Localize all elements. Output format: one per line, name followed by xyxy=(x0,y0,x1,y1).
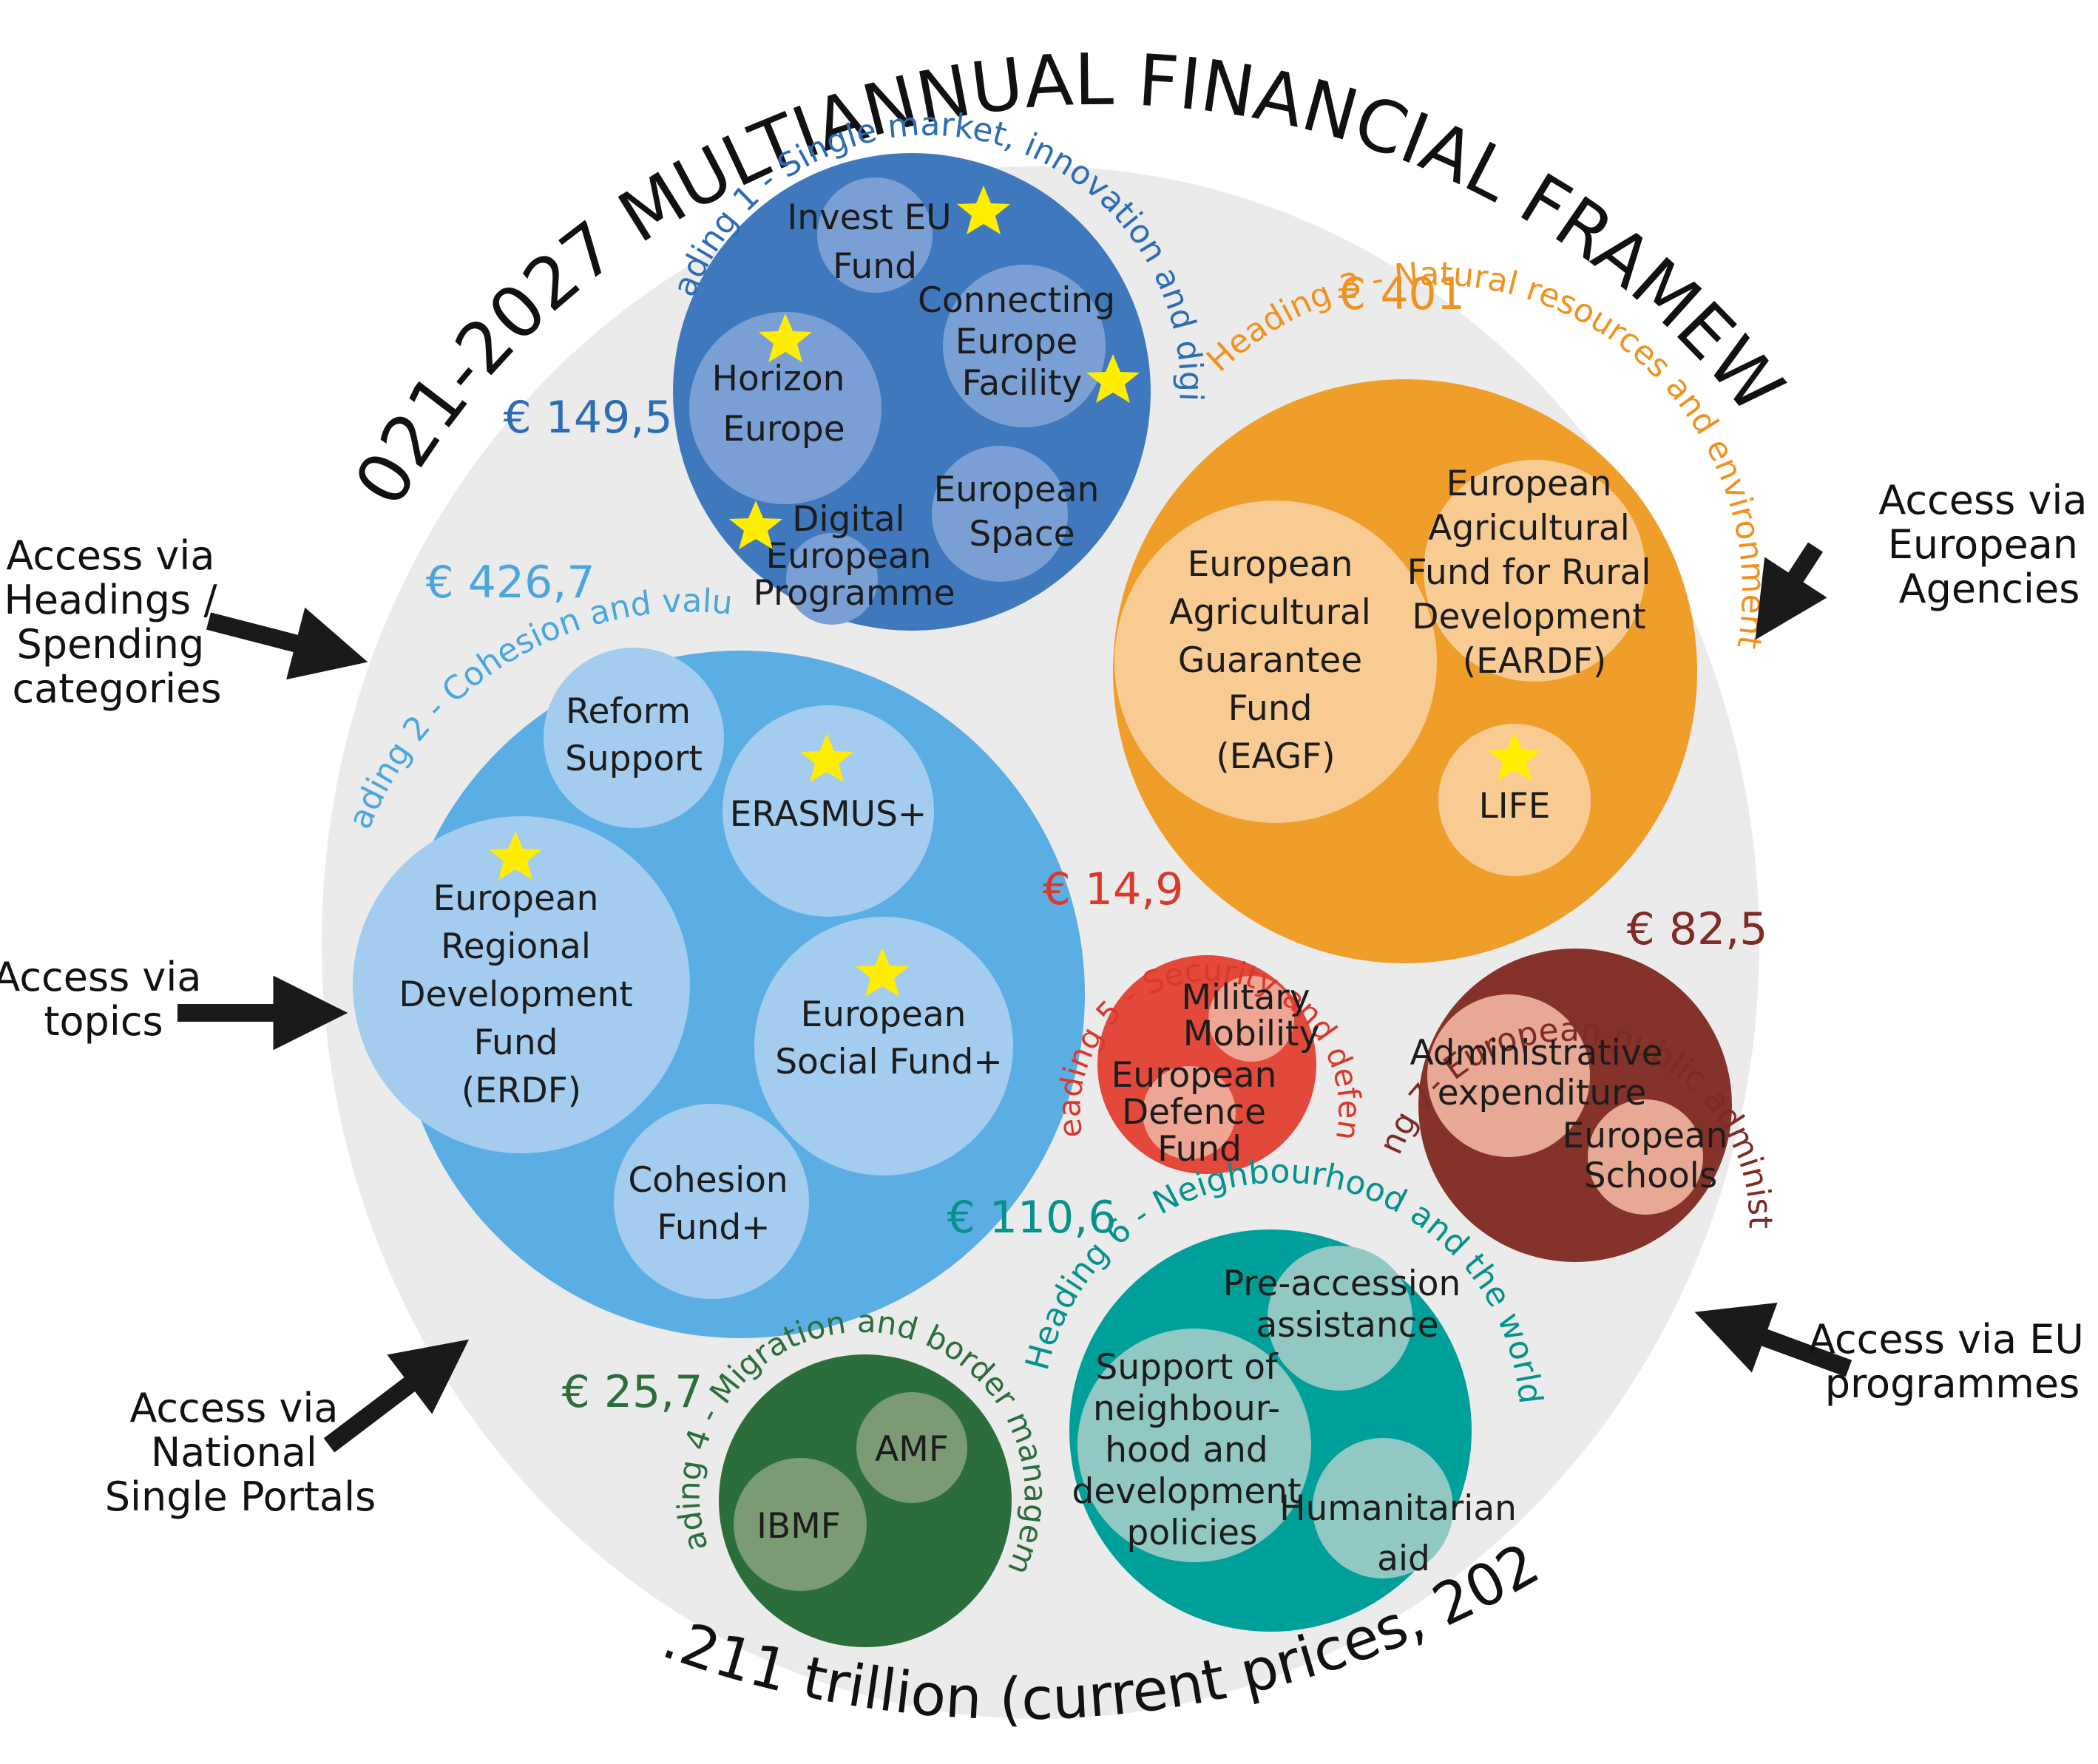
reform-support-label: Reform Support xyxy=(565,691,703,779)
heading-2-amount: € 426,7 xyxy=(425,557,595,608)
heading-4-amount: € 25,7 xyxy=(562,1366,703,1418)
cohesion-fund-circle xyxy=(614,1104,809,1299)
military-mobility-circle xyxy=(1208,976,1294,1062)
ibmf-circle xyxy=(734,1458,867,1591)
administrative-circle xyxy=(1427,994,1590,1157)
military-mobility-label: Military Mobility xyxy=(1181,977,1321,1054)
neighbourhood-circle xyxy=(1077,1329,1311,1562)
eardf-label: European Agricultural Fund for Rural Dev… xyxy=(1407,464,1662,682)
pre-accession-circle xyxy=(1268,1246,1412,1391)
heading-7-amount: € 82,5 xyxy=(1627,903,1768,955)
heading-6-amount: € 110,6 xyxy=(947,1192,1116,1244)
access-programmes-label: Access via EU programmes xyxy=(1808,1316,2097,1407)
horizon-circle xyxy=(689,312,882,504)
access-portals-label: Access via National Single Portals xyxy=(105,1385,376,1520)
eagf-circle xyxy=(1114,501,1437,823)
star-icon xyxy=(856,948,909,997)
european-schools-label: European Schools xyxy=(1563,1116,1739,1196)
invest-eu-label: Invest EU Fund xyxy=(787,197,962,287)
connecting-europe-circle xyxy=(943,265,1106,427)
heading-5-amount: € 14,9 xyxy=(1043,864,1184,915)
life-circle xyxy=(1438,724,1591,876)
european-space-label: European Space xyxy=(934,469,1111,554)
star-icon xyxy=(759,313,812,362)
star-icon xyxy=(957,186,1010,234)
european-space-circle xyxy=(932,446,1068,582)
erasmus-label: ERASMUS+ xyxy=(730,794,927,835)
heading-3-amount: € 401 xyxy=(1338,268,1465,320)
erasmus-circle xyxy=(723,705,934,917)
european-schools-circle xyxy=(1588,1099,1703,1215)
amf-circle xyxy=(856,1392,967,1503)
pre-accession-label: Pre-accession assistance xyxy=(1223,1263,1472,1346)
ibmf-label: IBMF xyxy=(757,1506,841,1547)
digital-programme-circle xyxy=(786,533,878,625)
arrow-agencies xyxy=(1755,542,1827,640)
arrow-programmes xyxy=(1694,1302,1852,1377)
access-arrows xyxy=(177,542,1852,1453)
defence-fund-circle xyxy=(1143,1066,1236,1159)
eardf-circle xyxy=(1424,460,1645,682)
eagf-label: European Agricultural Guarantee Fund (EA… xyxy=(1169,544,1381,777)
access-agencies-label: Access via European Agencies xyxy=(1878,477,2098,612)
horizon-label: Horizon Europe xyxy=(712,359,856,450)
star-icon xyxy=(1086,354,1140,403)
erdf-circle xyxy=(353,816,690,1153)
star-marks xyxy=(489,186,1541,997)
esf-label: European Social Fund+ xyxy=(775,994,1003,1082)
defence-fund-label: European Defence Fund xyxy=(1111,1055,1288,1170)
arrow-headings xyxy=(206,607,368,680)
cohesion-fund-label: Cohesion Fund+ xyxy=(628,1160,799,1248)
humanitarian-circle xyxy=(1313,1438,1453,1578)
access-topics-label: Access via topics xyxy=(0,954,214,1045)
star-icon xyxy=(1488,732,1541,781)
arrow-portals xyxy=(323,1339,470,1453)
star-icon xyxy=(800,733,853,782)
esf-circle xyxy=(754,917,1013,1176)
administrative-label: Administrative expenditure xyxy=(1410,1033,1674,1113)
erdf-label: European Regional Development Fund (ERDF… xyxy=(399,878,643,1111)
access-headings-label: Access via Headings / Spending categorie… xyxy=(4,532,229,712)
invest-eu-circle xyxy=(817,177,933,293)
star-icon xyxy=(489,831,542,880)
connecting-europe-label: Connecting Europe Facility xyxy=(918,280,1126,404)
amf-label: AMF xyxy=(875,1429,949,1470)
heading-1-amount: € 149,5 xyxy=(503,392,672,444)
life-label: LIFE xyxy=(1479,786,1551,827)
humanitarian-label: Humanitarian aid xyxy=(1279,1488,1528,1579)
neighbourhood-label: Support of neighbour- hood and developme… xyxy=(1072,1347,1313,1553)
reform-support-circle xyxy=(544,648,724,828)
star-icon xyxy=(729,501,782,549)
digital-programme-label: Digital European Programme xyxy=(753,499,955,614)
